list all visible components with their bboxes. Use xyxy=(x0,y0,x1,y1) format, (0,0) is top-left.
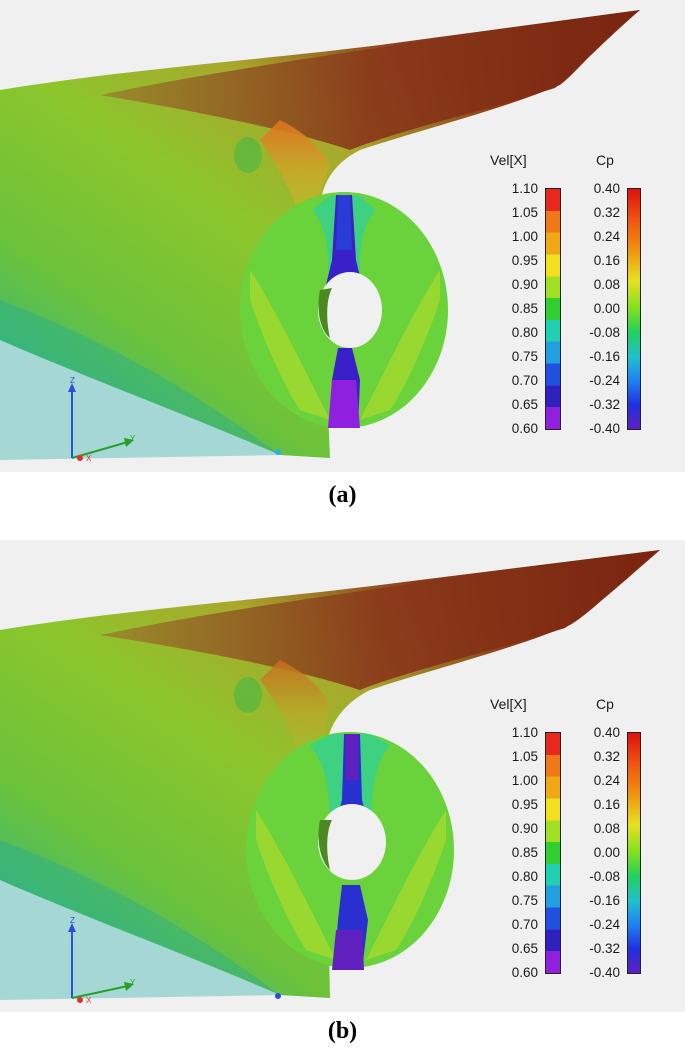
vel-tick: 0.90 xyxy=(511,821,538,836)
cp-tick: 0.24 xyxy=(593,773,620,788)
propeller-disk xyxy=(246,732,454,970)
cp-legend-title: Cp xyxy=(596,696,614,712)
axis-x-label: X xyxy=(86,454,92,463)
cp-tick: -0.16 xyxy=(589,349,620,364)
cp-tick: -0.24 xyxy=(589,917,620,932)
vel-legend-title: Vel[X] xyxy=(490,152,527,168)
vel-tick: 0.90 xyxy=(511,277,538,292)
vel-tick: 0.85 xyxy=(511,301,538,316)
cp-tick: -0.24 xyxy=(589,373,620,388)
axis-z-label: Z xyxy=(70,376,75,385)
vel-tick: 0.85 xyxy=(511,845,538,860)
vel-colorbar xyxy=(545,188,561,430)
vel-tick: 0.75 xyxy=(511,893,538,908)
hull-flow-visualization xyxy=(0,550,660,1003)
vel-tick: 1.05 xyxy=(511,205,538,220)
cp-tick: -0.32 xyxy=(589,941,620,956)
vel-tick: 0.65 xyxy=(511,397,538,412)
vel-tick: 0.75 xyxy=(511,349,538,364)
cp-tick: 0.16 xyxy=(593,253,620,268)
cp-legend-title: Cp xyxy=(596,152,614,168)
vel-tick: 1.10 xyxy=(511,181,538,196)
cp-tick: -0.08 xyxy=(589,325,620,340)
vel-tick: 0.70 xyxy=(511,917,538,932)
figure-panel-a: Z Y X Vel[X] Cp 1.10 1.05 1.00 0.95 0.90… xyxy=(0,0,685,472)
cp-tick: 0.40 xyxy=(593,181,620,196)
cp-tick: -0.16 xyxy=(589,893,620,908)
cp-tick: 0.00 xyxy=(593,845,620,860)
cp-colorbar xyxy=(627,732,641,974)
caption-b: (b) xyxy=(327,1018,358,1044)
vel-tick: 1.05 xyxy=(511,749,538,764)
vel-tick: 0.80 xyxy=(511,325,538,340)
vel-legend-title: Vel[X] xyxy=(490,696,527,712)
vel-tick: 1.10 xyxy=(511,725,538,740)
cp-tick: -0.40 xyxy=(589,965,620,980)
cp-tick: -0.40 xyxy=(589,421,620,436)
cp-tick: -0.08 xyxy=(589,869,620,884)
caption-a: (a) xyxy=(328,482,357,508)
cp-tick: 0.16 xyxy=(593,797,620,812)
axis-z-label: Z xyxy=(70,916,75,925)
cp-tick: 0.08 xyxy=(593,277,620,292)
cp-tick: -0.32 xyxy=(589,397,620,412)
cp-tick: 0.00 xyxy=(593,301,620,316)
hull-flow-visualization xyxy=(0,10,640,461)
axis-triad xyxy=(68,923,281,1003)
vel-tick: 0.65 xyxy=(511,941,538,956)
vel-tick: 0.60 xyxy=(511,421,538,436)
propeller-disk xyxy=(240,192,448,428)
cp-colorbar xyxy=(627,188,641,430)
vel-tick: 1.00 xyxy=(511,773,538,788)
vel-colorbar xyxy=(545,732,561,974)
cp-tick: 0.32 xyxy=(593,749,620,764)
axis-triad xyxy=(68,383,281,461)
axis-y-label: Y xyxy=(130,434,136,443)
figure-panel-b: Z Y X Vel[X] Cp 1.10 1.05 1.00 0.95 0.90… xyxy=(0,540,685,1012)
vel-tick: 0.95 xyxy=(511,253,538,268)
cp-tick: 0.32 xyxy=(593,205,620,220)
vel-tick: 0.60 xyxy=(511,965,538,980)
cp-tick: 0.08 xyxy=(593,821,620,836)
axis-y-label: Y xyxy=(130,978,136,987)
vel-tick: 0.70 xyxy=(511,373,538,388)
axis-x-label: X xyxy=(86,996,92,1005)
cp-tick: 0.24 xyxy=(593,229,620,244)
vel-tick: 1.00 xyxy=(511,229,538,244)
vel-tick: 0.80 xyxy=(511,869,538,884)
vel-tick: 0.95 xyxy=(511,797,538,812)
cp-tick: 0.40 xyxy=(593,725,620,740)
